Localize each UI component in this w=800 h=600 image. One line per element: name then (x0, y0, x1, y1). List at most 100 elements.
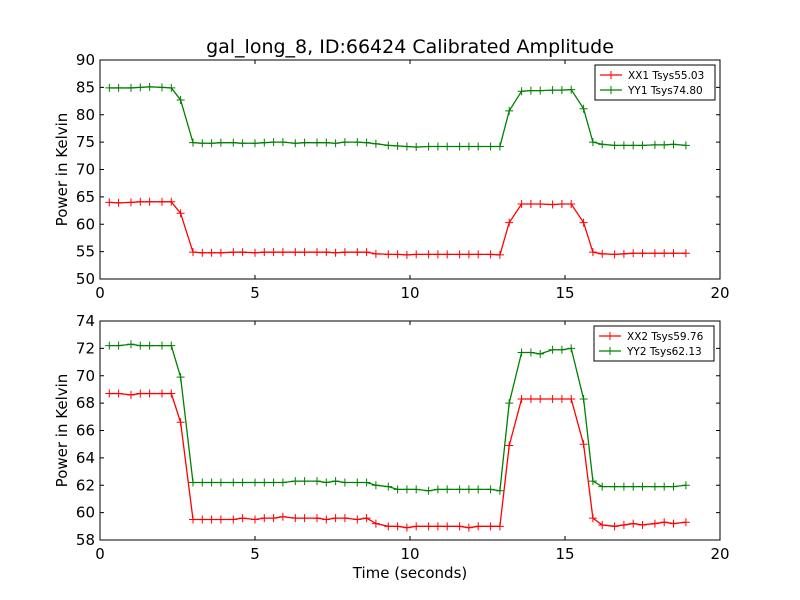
data-point (291, 514, 300, 523)
x-tick-label: 0 (95, 284, 105, 302)
data-point (650, 140, 659, 149)
y-tick-label: 60 (76, 504, 95, 522)
data-point (384, 482, 393, 491)
data-point (548, 395, 557, 404)
data-point (486, 142, 495, 151)
legend-marker (607, 71, 615, 79)
data-point (464, 142, 473, 151)
y-tick-label: 72 (76, 339, 95, 357)
data-point (145, 389, 154, 398)
data-point (136, 197, 145, 206)
data-point (455, 485, 464, 494)
data-point (384, 522, 393, 531)
data-point (127, 83, 135, 92)
data-point (588, 248, 597, 257)
x-tick-label: 10 (400, 284, 419, 302)
data-point (331, 514, 340, 523)
data-point (548, 200, 557, 209)
data-point (536, 86, 545, 95)
data-point (660, 518, 669, 527)
legend: XX1 Tsys55.03 YY1 Tsys74.80 (594, 64, 716, 101)
data-point (145, 82, 154, 91)
data-point (331, 248, 340, 257)
y-tick-label: 90 (76, 51, 95, 69)
data-point (238, 139, 247, 148)
y-tick-label: 70 (76, 161, 95, 179)
data-point (362, 138, 371, 147)
data-point (433, 142, 442, 151)
data-point (505, 441, 514, 450)
data-point (619, 249, 628, 258)
data-point (669, 519, 678, 528)
y-tick-label: 75 (76, 133, 95, 151)
data-point (681, 249, 690, 258)
y-tick-label: 68 (76, 394, 95, 412)
data-point (340, 138, 349, 147)
data-point (424, 486, 433, 495)
data-point (145, 197, 154, 206)
data-point (474, 142, 483, 151)
legend-label: YY1 Tsys74.80 (627, 85, 703, 97)
y-tick-label: 50 (76, 270, 95, 288)
data-point (136, 83, 145, 92)
x-tick-label: 10 (400, 545, 419, 563)
data-point (189, 138, 197, 147)
data-point (207, 478, 216, 487)
data-point (402, 485, 411, 494)
data-point (322, 248, 331, 257)
data-point (598, 249, 607, 258)
data-point (443, 142, 452, 151)
data-point (619, 520, 628, 529)
data-point (424, 250, 433, 259)
data-point (269, 478, 278, 487)
x-tick-label: 15 (555, 545, 574, 563)
data-point (557, 199, 566, 208)
data-point (198, 248, 207, 257)
data-point (638, 482, 647, 491)
legend-label: XX2 Tsys59.76 (627, 331, 704, 343)
data-point (402, 142, 411, 151)
data-point (629, 141, 638, 150)
data-point (610, 141, 619, 150)
y-tick-label: 55 (76, 243, 95, 261)
x-tick-label: 0 (95, 545, 105, 563)
data-point (229, 515, 238, 524)
data-point (114, 83, 123, 92)
y-tick-label: 74 (76, 312, 95, 330)
y-axis-label: Power in Kelvin (53, 374, 71, 488)
y-tick-label: 80 (76, 106, 95, 124)
legend-marker (606, 332, 614, 340)
data-point (619, 482, 628, 491)
data-point (579, 440, 588, 449)
data-point (424, 142, 433, 151)
data-point (313, 514, 321, 523)
data-point (189, 478, 197, 487)
data-point (114, 198, 123, 207)
data-point (251, 515, 259, 524)
data-point (486, 485, 495, 494)
data-point (669, 482, 678, 491)
data-point (517, 395, 526, 404)
data-point (495, 522, 504, 531)
data-point (260, 138, 269, 147)
data-point (660, 249, 669, 258)
data-point (433, 250, 442, 259)
data-point (189, 248, 197, 257)
data-point (402, 523, 411, 532)
data-point (278, 478, 287, 487)
data-point (362, 248, 371, 257)
data-point (412, 522, 421, 531)
data-point (588, 138, 597, 147)
data-point (229, 248, 238, 257)
data-point (412, 250, 421, 259)
data-point (443, 485, 452, 494)
data-point (464, 523, 473, 532)
x-axis-label: Time (seconds) (352, 564, 468, 582)
data-point (393, 141, 402, 150)
data-point (198, 139, 207, 148)
data-point (207, 139, 216, 148)
data-point (610, 522, 619, 531)
data-point (322, 515, 331, 524)
data-point (384, 250, 393, 259)
